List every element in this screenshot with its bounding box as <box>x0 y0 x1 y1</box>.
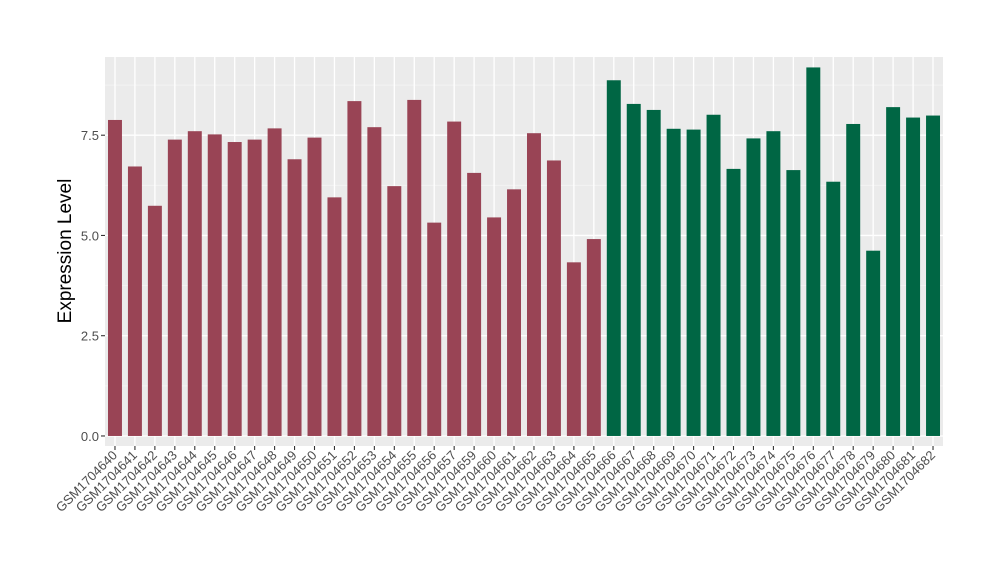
bar <box>786 170 801 436</box>
bar <box>507 189 522 436</box>
bar <box>886 107 901 436</box>
bar <box>247 139 262 436</box>
bar <box>686 129 701 436</box>
bar <box>467 172 482 436</box>
bar <box>726 168 741 436</box>
bar <box>347 101 362 436</box>
bar <box>626 103 641 436</box>
y-axis-label: Expression Level <box>55 179 76 324</box>
bar <box>566 262 581 436</box>
bar <box>866 250 881 436</box>
bar <box>147 205 162 436</box>
bar <box>267 128 282 436</box>
bar <box>766 131 781 436</box>
bar <box>407 99 422 436</box>
bar <box>427 222 442 436</box>
plot-panel <box>105 57 943 446</box>
bar <box>367 127 382 436</box>
bar <box>646 109 661 436</box>
bar <box>107 119 122 436</box>
bar <box>586 239 601 436</box>
bar <box>227 142 242 436</box>
bar <box>127 166 142 436</box>
bar <box>307 137 322 436</box>
bar <box>327 197 342 436</box>
y-tick-label: 2.5 <box>81 329 99 344</box>
bar <box>846 123 861 436</box>
bar <box>706 114 721 436</box>
bar <box>167 139 182 436</box>
bar <box>606 80 621 436</box>
bar <box>826 181 841 436</box>
bar <box>806 67 821 436</box>
bar <box>487 217 502 436</box>
bar <box>387 186 402 436</box>
y-tick-label: 0.0 <box>81 429 99 444</box>
y-axis: 0.0 2.5 5.0 7.5 <box>81 128 105 444</box>
bar <box>207 134 222 436</box>
bar <box>906 117 921 436</box>
bar <box>546 160 561 436</box>
bar <box>287 159 302 436</box>
bar <box>666 128 681 436</box>
x-axis: GSM1704640GSM1704641GSM1704642GSM1704643… <box>53 446 938 515</box>
y-tick-label: 5.0 <box>81 228 99 243</box>
bar <box>926 115 941 436</box>
bars-group <box>107 67 941 436</box>
bar <box>526 133 541 436</box>
bar <box>187 131 202 436</box>
bar <box>447 121 462 436</box>
y-tick-label: 7.5 <box>81 128 99 143</box>
bar <box>746 138 761 436</box>
